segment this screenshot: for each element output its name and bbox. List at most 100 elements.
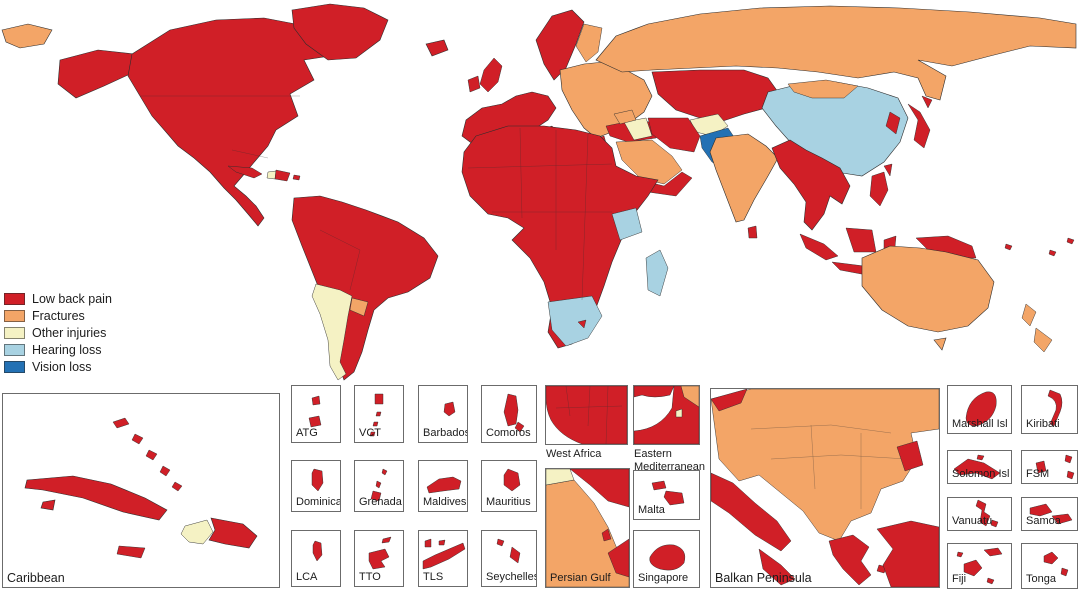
region-uruguay <box>349 297 369 317</box>
balkan-map <box>711 389 939 587</box>
inset-label: Caribbean <box>7 570 65 585</box>
inset-grenada: Grenada <box>354 460 404 512</box>
kiribati-map <box>1047 389 1063 427</box>
region-cuba-inset <box>24 475 168 521</box>
inset-label: Vanuatu <box>952 515 993 528</box>
inset-label: Mauritius <box>486 496 531 509</box>
island-shape <box>312 540 323 562</box>
inset-fiji: Fiji <box>947 543 1012 589</box>
island-shape <box>1029 503 1073 525</box>
inset-label: Singapore <box>638 572 689 585</box>
legend-label: Vision loss <box>32 359 92 374</box>
region-saudi-arabia <box>615 139 683 185</box>
inset-label: Seychelles <box>486 571 537 584</box>
island-shape <box>953 454 1001 480</box>
legend-swatch-low-back-pain <box>4 292 25 305</box>
region-russia <box>595 5 1077 101</box>
island-shape <box>1047 389 1063 427</box>
inset-label: Samoa <box>1026 515 1061 528</box>
island-shape <box>503 468 521 492</box>
legend-item: Other injuries <box>4 326 112 340</box>
region-ireland <box>467 75 481 93</box>
region-gulf-qatar <box>601 528 612 542</box>
inset-atg: ATG <box>291 385 341 443</box>
region-emed-land <box>634 386 699 444</box>
balkan-borders <box>750 424 908 509</box>
island-shape <box>308 395 322 428</box>
fsm-map <box>1035 454 1075 480</box>
region-sri-lanka <box>747 225 758 239</box>
inset-label: Malta <box>638 504 665 517</box>
west-africa-map <box>546 386 627 444</box>
inset-label: Tonga <box>1026 573 1056 586</box>
region-lesotho <box>577 319 587 329</box>
inset-label: VCT <box>359 427 381 440</box>
inset-solomon-isl: Solomon Isl <box>947 450 1012 484</box>
legend: Low back pain Fractures Other injuries H… <box>4 291 112 374</box>
island-shape <box>443 401 456 417</box>
vct-map <box>369 393 384 437</box>
dominica-map <box>311 468 324 492</box>
region-emed-north <box>680 386 699 408</box>
region-gulf-iraq <box>546 469 575 486</box>
region-dominican-republic-inset <box>208 517 258 549</box>
island-shape <box>368 536 392 570</box>
maldives-map <box>426 476 462 494</box>
island-shape <box>1043 551 1069 577</box>
legend-item: Low back pain <box>4 291 112 306</box>
region-haiti-inset <box>180 519 214 545</box>
inset-vct: VCT <box>354 385 404 443</box>
island-shape <box>956 547 1003 585</box>
inset-label: Balkan Peninsula <box>715 570 812 585</box>
region-syria <box>613 109 637 125</box>
inset-kiribati: Kiribati <box>1021 385 1078 434</box>
inset-vanuatu: Vanuatu <box>947 497 1012 531</box>
inset-label: Comoros <box>486 427 531 440</box>
island-shape <box>503 393 525 433</box>
region-dominican-republic <box>274 169 291 182</box>
fiji-map <box>956 547 1003 585</box>
persian-gulf-map <box>546 469 629 587</box>
legend-label: Fractures <box>32 308 85 323</box>
legend-swatch-vision-loss <box>4 360 25 373</box>
region-balkan-core <box>711 389 939 542</box>
inset-west-africa <box>545 385 628 445</box>
inset-label: Grenada <box>359 496 402 509</box>
inset-fsm: FSM <box>1021 450 1078 484</box>
island-shape <box>649 544 686 571</box>
legend-swatch-hearing-loss <box>4 343 25 356</box>
inset-comoros: Comoros <box>481 385 537 443</box>
atg-map <box>308 395 322 428</box>
inset-label: Dominica <box>296 496 341 509</box>
region-chukotka <box>1 23 53 49</box>
region-new-zealand <box>1021 303 1053 353</box>
inset-singapore: Singapore <box>633 530 700 588</box>
island-shape <box>370 468 388 502</box>
legend-swatch-fractures <box>4 309 25 322</box>
inset-label: TTO <box>359 571 381 584</box>
region-australia <box>861 245 995 351</box>
inset-label: Solomon Isl <box>952 468 1010 481</box>
legend-swatch-other-injuries <box>4 326 25 339</box>
legend-label: Low back pain <box>32 291 112 306</box>
region-emed-spot <box>675 408 683 418</box>
region-scandinavia <box>535 9 585 81</box>
region-cuba <box>227 165 263 179</box>
island-shape <box>426 476 462 494</box>
inset-balkan-peninsula: Balkan Peninsula <box>710 388 940 588</box>
vanuatu-map <box>975 499 999 528</box>
inset-tto: TTO <box>354 530 404 587</box>
region-pacific-islands <box>1004 237 1075 257</box>
region-korea <box>885 111 901 135</box>
comoros-map <box>503 393 525 433</box>
lca-map <box>312 540 323 562</box>
island-shape <box>311 468 324 492</box>
inset-label: TLS <box>423 571 444 584</box>
region-madagascar <box>645 249 669 297</box>
region-balkan-moldova <box>896 440 924 472</box>
region-philippines <box>869 171 889 207</box>
inset-label: Barbados <box>423 427 468 440</box>
region-puerto-rico <box>292 174 301 181</box>
region-central-asia <box>651 69 779 123</box>
